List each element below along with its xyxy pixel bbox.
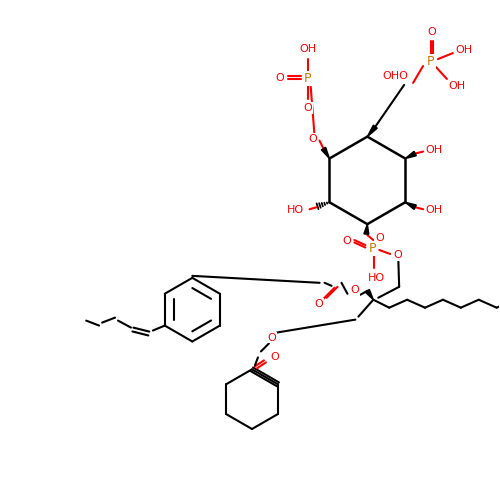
Text: OH: OH (455, 45, 472, 55)
Text: OH: OH (299, 44, 316, 54)
Text: OH: OH (426, 144, 442, 154)
Text: O: O (375, 233, 384, 243)
Text: O: O (276, 73, 284, 83)
Text: O: O (350, 285, 359, 295)
Polygon shape (364, 224, 369, 234)
Text: P: P (368, 242, 376, 254)
Text: OHO: OHO (382, 71, 408, 81)
Polygon shape (368, 125, 377, 136)
Polygon shape (322, 148, 330, 158)
Text: O: O (308, 134, 317, 143)
Text: P: P (304, 72, 312, 86)
Text: OH: OH (448, 81, 466, 91)
Text: HO: HO (368, 273, 385, 283)
Text: HO: HO (287, 205, 304, 215)
Text: O: O (394, 250, 402, 260)
Text: O: O (270, 352, 279, 362)
Text: O: O (428, 27, 436, 37)
Text: O: O (314, 298, 323, 308)
Text: P: P (427, 54, 434, 68)
Text: O: O (342, 236, 351, 246)
Polygon shape (366, 290, 374, 300)
Text: O: O (304, 103, 312, 113)
Polygon shape (405, 202, 416, 209)
Text: OH: OH (426, 205, 442, 215)
Text: O: O (268, 332, 276, 342)
Polygon shape (405, 152, 416, 158)
